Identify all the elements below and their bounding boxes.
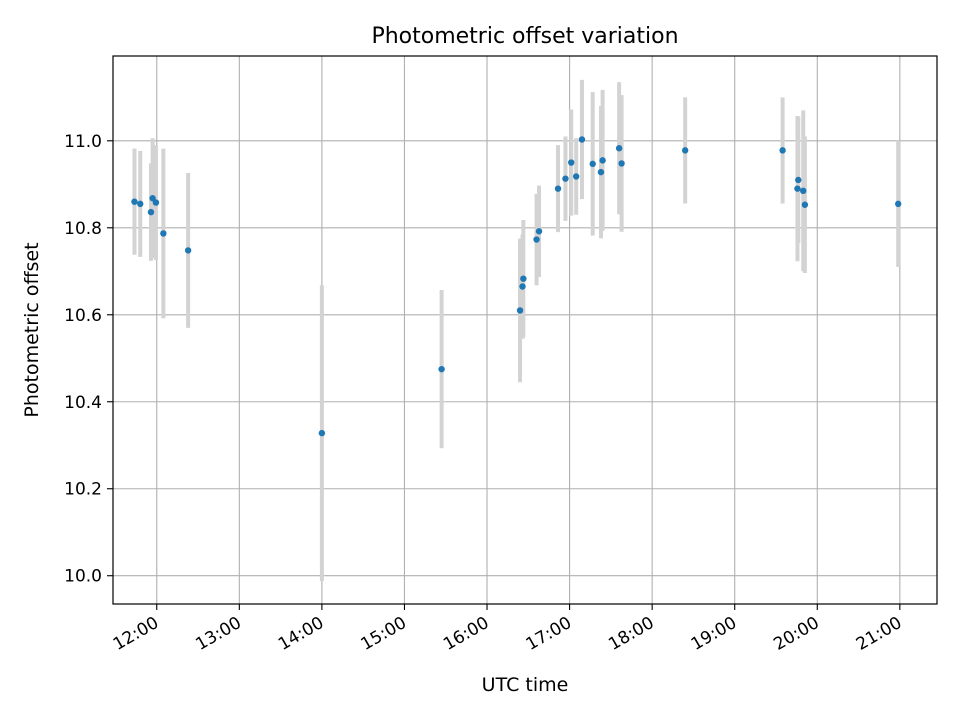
data-point bbox=[681, 147, 689, 154]
x-tick-label: 20:00 bbox=[770, 613, 822, 655]
data-point bbox=[779, 147, 786, 154]
data-point bbox=[516, 307, 524, 314]
data-point bbox=[160, 230, 167, 237]
chart-title: Photometric offset variation bbox=[371, 24, 678, 49]
data-point bbox=[597, 168, 605, 176]
data-point bbox=[794, 185, 801, 192]
y-tick-label: 10.4 bbox=[64, 393, 102, 413]
x-tick-label: 16:00 bbox=[440, 613, 492, 655]
data-point bbox=[152, 199, 160, 206]
data-point bbox=[562, 175, 569, 182]
data-point bbox=[615, 145, 623, 152]
data-point bbox=[554, 185, 562, 192]
plot-frame bbox=[112, 55, 938, 605]
data-point bbox=[318, 429, 326, 437]
data-point bbox=[137, 200, 144, 208]
data-point bbox=[801, 201, 809, 208]
y-tick-label: 11.0 bbox=[64, 132, 102, 152]
x-tick-label: 19:00 bbox=[688, 613, 740, 655]
x-axis-ticks: 12:00 13:00 14:00 15:00 16:00 17:00 18:00 19:00… bbox=[110, 604, 905, 655]
data-point bbox=[147, 208, 155, 216]
data-point bbox=[438, 365, 445, 373]
x-tick-label: 15:00 bbox=[358, 613, 410, 655]
data-point bbox=[795, 176, 802, 184]
x-axis-label: UTC time bbox=[482, 674, 569, 696]
data-point bbox=[572, 173, 580, 180]
data-point bbox=[568, 159, 575, 166]
x-tick-label: 12:00 bbox=[110, 613, 162, 655]
error-bars bbox=[132, 79, 901, 581]
y-axis-ticks: 10.0 10.2 10.4 10.6 10.8 11.0 bbox=[64, 132, 113, 587]
data-point bbox=[520, 275, 527, 282]
x-tick-label: 17:00 bbox=[523, 613, 575, 655]
data-point bbox=[149, 195, 156, 202]
data-point bbox=[533, 236, 540, 243]
data-point bbox=[519, 283, 526, 290]
data-point bbox=[618, 160, 625, 167]
data-point bbox=[535, 228, 543, 235]
data-point bbox=[894, 200, 902, 208]
data-point bbox=[578, 136, 586, 143]
x-tick-label: 13:00 bbox=[192, 613, 244, 655]
x-tick-label: 21:00 bbox=[853, 613, 905, 655]
x-tick-label: 18:00 bbox=[605, 613, 657, 655]
y-tick-label: 10.2 bbox=[64, 480, 102, 500]
data-points bbox=[131, 136, 902, 437]
data-point bbox=[599, 157, 606, 164]
data-point bbox=[184, 247, 192, 254]
data-point bbox=[131, 198, 138, 205]
y-tick-label: 10.8 bbox=[64, 219, 102, 239]
x-tick-label: 14:00 bbox=[275, 613, 327, 655]
data-point bbox=[589, 160, 596, 168]
data-point bbox=[800, 187, 807, 195]
y-axis-label: Photometric offset bbox=[21, 242, 43, 417]
y-tick-label: 10.0 bbox=[64, 567, 102, 587]
y-tick-label: 10.6 bbox=[64, 306, 102, 326]
